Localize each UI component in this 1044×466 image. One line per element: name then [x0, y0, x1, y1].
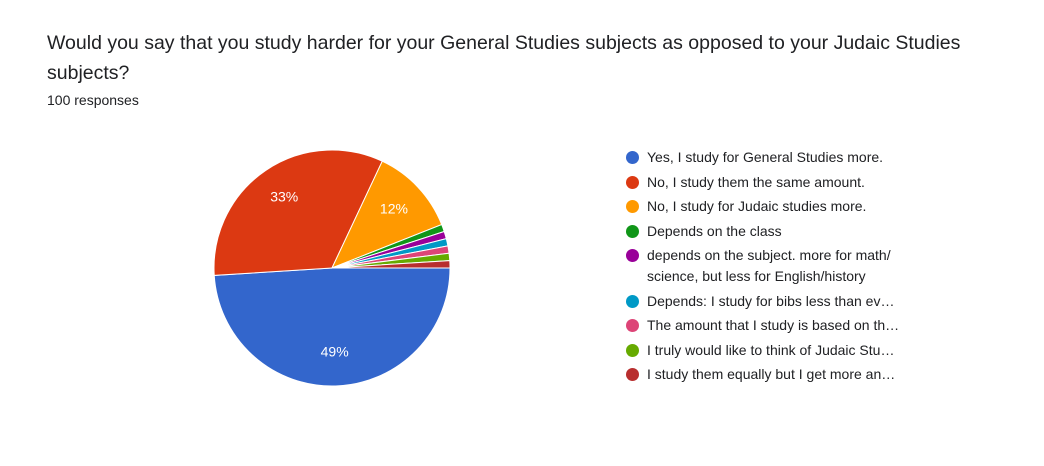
legend-item: Yes, I study for General Studies more. — [624, 147, 944, 168]
slice-label: 33% — [270, 188, 298, 204]
pie-slice — [213, 267, 451, 387]
legend-item: No, I study for Judaic studies more. — [624, 196, 944, 217]
legend-swatch — [626, 368, 639, 381]
legend-label: I truly would like to think of Judaic St… — [647, 341, 895, 358]
legend-label: No, I study for Judaic studies more. — [647, 198, 867, 214]
legend-label: The amount that I study is based on th… — [647, 317, 900, 333]
legend-swatch — [626, 151, 639, 164]
legend-swatch — [626, 175, 639, 189]
legend-label: No, I study them the same amount. — [647, 173, 865, 190]
pie-slice — [331, 260, 451, 269]
legend-swatch — [626, 200, 639, 213]
legend-label: Depends: I study for bibs less than ev… — [647, 292, 895, 309]
slice-label: 12% — [380, 201, 408, 217]
legend-item: Depends on the class — [624, 221, 944, 242]
slice-label: 49% — [321, 344, 349, 360]
legend-item: I truly would like to think of Judaic St… — [624, 340, 944, 361]
legend-swatch — [626, 249, 639, 262]
pie-chart: 49% 33% 12% — [213, 149, 451, 387]
pie-slice — [213, 149, 383, 276]
legend-swatch — [626, 343, 639, 357]
chart-title: Would you say that you study harder for … — [47, 32, 961, 84]
legend-item: I study them equally but I get more an… — [624, 364, 944, 385]
legend-swatch — [626, 294, 639, 308]
legend-swatch — [626, 319, 639, 332]
legend-label: Yes, I study for General Studies more. — [647, 149, 884, 165]
response-count: 100 responses — [47, 92, 139, 108]
legend-label: Depends on the class — [647, 222, 782, 239]
legend-item: Depends: I study for bibs less than ev… — [624, 291, 944, 312]
legend-item: depends on the subject. more for math/ s… — [624, 245, 944, 287]
pie-slice — [331, 160, 443, 269]
legend-swatch — [626, 224, 639, 238]
legend-item: The amount that I study is based on th… — [624, 315, 944, 336]
legend-label: depends on the subject. more for math/ s… — [647, 247, 891, 284]
legend: Yes, I study for General Studies more. No… — [624, 147, 944, 389]
legend-label: I study them equally but I get more an… — [647, 366, 896, 382]
legend-item: No, I study them the same amount. — [624, 172, 944, 193]
